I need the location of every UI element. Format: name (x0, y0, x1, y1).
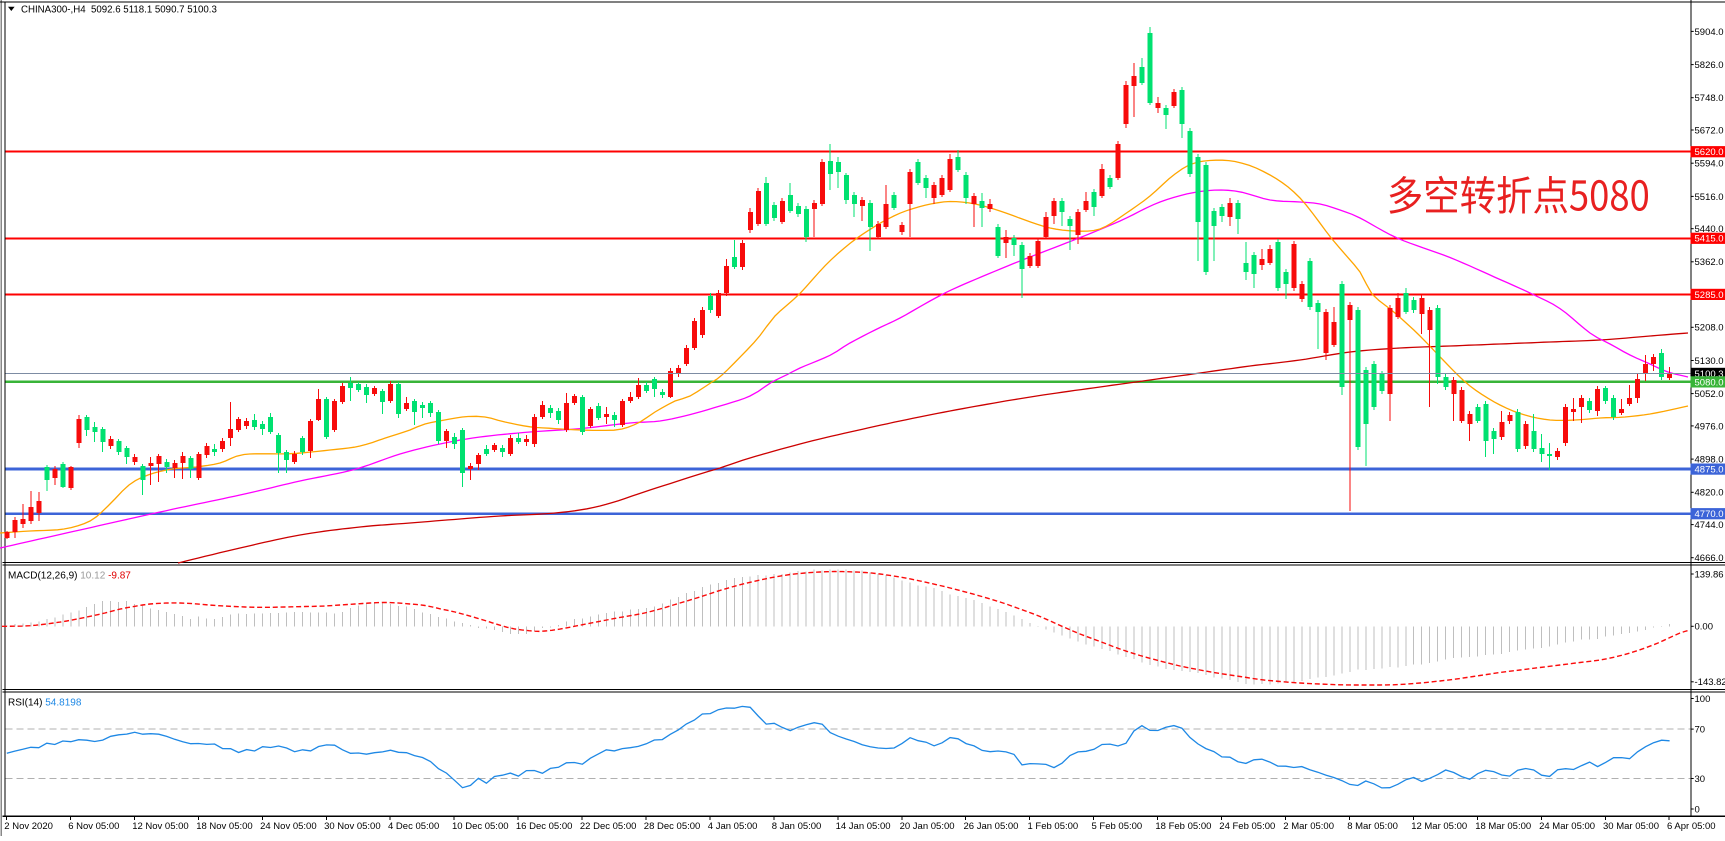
svg-text:5130.0: 5130.0 (1695, 356, 1724, 367)
svg-text:4875.0: 4875.0 (1695, 465, 1724, 476)
svg-text:26 Jan 05:00: 26 Jan 05:00 (964, 821, 1019, 832)
svg-text:5594.0: 5594.0 (1695, 159, 1724, 170)
svg-text:10 Dec 05:00: 10 Dec 05:00 (452, 821, 509, 832)
svg-text:CHINA300-,H4 5092.6 5118.1 50: CHINA300-,H4 5092.6 5118.1 5090.7 5100.3 (21, 4, 217, 15)
svg-text:4666.0: 4666.0 (1695, 553, 1724, 564)
svg-text:20 Jan 05:00: 20 Jan 05:00 (900, 821, 955, 832)
svg-text:5 Feb 05:00: 5 Feb 05:00 (1092, 821, 1143, 832)
svg-text:16 Dec 05:00: 16 Dec 05:00 (516, 821, 573, 832)
svg-text:12 Nov 05:00: 12 Nov 05:00 (132, 821, 189, 832)
svg-text:18 Mar 05:00: 18 Mar 05:00 (1475, 821, 1531, 832)
svg-text:24 Nov 05:00: 24 Nov 05:00 (260, 821, 317, 832)
svg-text:RSI(14) 54.8198: RSI(14) 54.8198 (8, 697, 82, 708)
svg-text:5362.0: 5362.0 (1695, 257, 1724, 268)
svg-text:22 Dec 05:00: 22 Dec 05:00 (580, 821, 637, 832)
svg-text:8 Jan 05:00: 8 Jan 05:00 (772, 821, 822, 832)
svg-text:4820.0: 4820.0 (1695, 488, 1724, 499)
svg-text:5285.0: 5285.0 (1695, 290, 1724, 301)
svg-text:4770.0: 4770.0 (1695, 509, 1724, 520)
svg-text:2 Nov 2020: 2 Nov 2020 (4, 821, 53, 832)
svg-text:2 Mar 05:00: 2 Mar 05:00 (1283, 821, 1334, 832)
svg-text:24 Mar 05:00: 24 Mar 05:00 (1539, 821, 1595, 832)
svg-text:14 Jan 05:00: 14 Jan 05:00 (836, 821, 891, 832)
svg-text:5904.0: 5904.0 (1695, 27, 1724, 38)
svg-text:30 Mar 05:00: 30 Mar 05:00 (1603, 821, 1659, 832)
svg-text:18 Nov 05:00: 18 Nov 05:00 (196, 821, 253, 832)
svg-text:18 Feb 05:00: 18 Feb 05:00 (1155, 821, 1211, 832)
svg-text:0.00: 0.00 (1695, 622, 1714, 633)
svg-text:6 Apr 05:00: 6 Apr 05:00 (1667, 821, 1716, 832)
svg-text:5748.0: 5748.0 (1695, 93, 1724, 104)
svg-text:70: 70 (1695, 725, 1706, 736)
svg-text:4 Dec 05:00: 4 Dec 05:00 (388, 821, 439, 832)
svg-text:5208.0: 5208.0 (1695, 323, 1724, 334)
svg-text:139.86: 139.86 (1695, 569, 1724, 580)
svg-text:100: 100 (1695, 694, 1711, 705)
svg-text:4 Jan 05:00: 4 Jan 05:00 (708, 821, 758, 832)
svg-text:5620.0: 5620.0 (1695, 147, 1724, 158)
svg-text:-143.82: -143.82 (1695, 677, 1725, 688)
svg-text:MACD(12,26,9) 10.12 -9.87: MACD(12,26,9) 10.12 -9.87 (8, 570, 131, 581)
svg-text:24 Feb 05:00: 24 Feb 05:00 (1219, 821, 1275, 832)
svg-text:4744.0: 4744.0 (1695, 520, 1724, 531)
svg-text:5516.0: 5516.0 (1695, 192, 1724, 203)
svg-text:8 Mar 05:00: 8 Mar 05:00 (1347, 821, 1398, 832)
svg-text:5080.0: 5080.0 (1695, 377, 1724, 388)
svg-text:30 Nov 05:00: 30 Nov 05:00 (324, 821, 381, 832)
svg-text:30: 30 (1695, 774, 1706, 785)
svg-text:28 Dec 05:00: 28 Dec 05:00 (644, 821, 701, 832)
svg-text:5672.0: 5672.0 (1695, 125, 1724, 136)
svg-text:4976.0: 4976.0 (1695, 421, 1724, 432)
svg-text:5052.0: 5052.0 (1695, 389, 1724, 400)
svg-text:5826.0: 5826.0 (1695, 60, 1724, 71)
svg-text:1 Feb 05:00: 1 Feb 05:00 (1028, 821, 1079, 832)
svg-text:6 Nov 05:00: 6 Nov 05:00 (68, 821, 119, 832)
svg-text:5415.0: 5415.0 (1695, 234, 1724, 245)
svg-text:0: 0 (1695, 804, 1700, 815)
svg-text:12 Mar 05:00: 12 Mar 05:00 (1411, 821, 1467, 832)
